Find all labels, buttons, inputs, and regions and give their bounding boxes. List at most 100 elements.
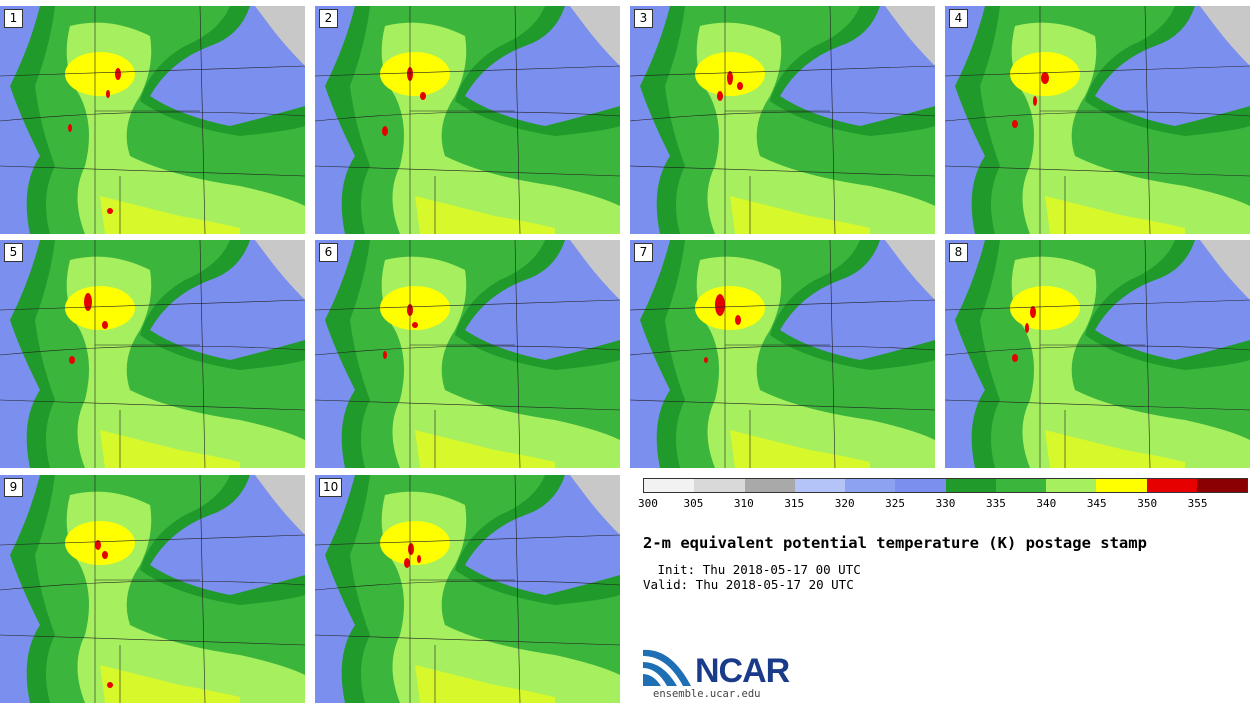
ncar-logo-swoosh-icon [643,649,691,686]
theta-e-core [380,286,450,330]
high-theta-e-spot [420,92,426,100]
high-theta-e-spot [404,558,410,568]
boundaries [0,475,305,703]
theta-e-core [65,52,135,96]
colorbar-tick-label: 310 [733,497,754,510]
high-theta-e-spot [704,357,708,363]
high-theta-e-spot [408,543,414,555]
high-theta-e-spot [107,208,113,214]
colorbar-tick-label: 320 [834,497,855,510]
member-panel-8: 8 [945,240,1250,468]
colorbar-tick-label: 350 [1137,497,1158,510]
boundaries [0,240,305,468]
high-theta-e-spot [1012,354,1018,362]
member-map [0,475,305,703]
member-map [945,6,1250,234]
boundaries [315,475,620,703]
valid-time: Valid: Thu 2018-05-17 20 UTC [643,577,854,592]
cool-region [570,6,620,66]
init-time: Init: Thu 2018-05-17 00 UTC [650,562,861,577]
cool-region [255,475,305,535]
colorbar-swatch [694,479,745,492]
high-theta-e-spot [115,68,121,80]
high-theta-e-spot [95,540,101,550]
colorbar-ticks: 300 305 310 315 320 325 330 335 340 345 350 355 [638,497,1248,513]
member-panel-4: 4 [945,6,1250,234]
colorbar [643,478,1248,493]
member-panel-10: 10 [315,475,620,703]
high-theta-e-spot [106,90,110,98]
theta-e-core [380,52,450,96]
cool-region [255,6,305,66]
colorbar-tick-label: 355 [1187,497,1208,510]
member-number: 2 [319,9,338,28]
high-theta-e-spot [1012,120,1018,128]
cool-region [1200,6,1250,66]
colorbar-tick-label: 345 [1086,497,1107,510]
colorbar-tick-label: 325 [885,497,906,510]
colorbar-swatch [995,479,1046,492]
cool-region [570,475,620,535]
high-theta-e-spot [1033,96,1037,106]
member-panel-2: 2 [315,6,620,234]
member-number: 8 [949,243,968,262]
theta-e-core [65,286,135,330]
colorbar-swatch [1096,479,1147,492]
member-panel-3: 3 [630,6,935,234]
member-number: 9 [4,478,23,497]
high-theta-e-spot [84,293,92,311]
high-theta-e-spot [107,682,113,688]
cool-region [885,6,935,66]
member-panel-6: 6 [315,240,620,468]
member-number: 10 [319,478,343,497]
colorbar-swatch [945,479,996,492]
member-panel-5: 5 [0,240,305,468]
colorbar-tick-label: 300 [638,497,658,510]
cool-region [885,240,935,300]
high-theta-e-spot [102,321,108,329]
high-theta-e-spot [102,551,108,559]
colorbar-tick-label: 335 [985,497,1006,510]
boundaries [945,240,1250,468]
member-number: 1 [4,9,23,28]
member-number: 3 [634,9,653,28]
colorbar-swatch [794,479,845,492]
member-number: 5 [4,243,23,262]
colorbar-tick-label: 340 [1036,497,1057,510]
member-map [630,240,935,468]
cool-region [570,240,620,300]
high-theta-e-spot [735,315,741,325]
colorbar-swatch [1196,479,1247,492]
colorbar-tick-label: 305 [683,497,704,510]
theta-e-core [695,286,765,330]
high-theta-e-spot [1025,323,1029,333]
colorbar-swatch [845,479,896,492]
colorbar-swatch [1146,479,1197,492]
high-theta-e-spot [382,126,388,136]
member-panel-7: 7 [630,240,935,468]
boundaries [945,6,1250,234]
boundaries [315,6,620,234]
colorbar-tick-label: 330 [935,497,956,510]
member-map [630,6,935,234]
member-map [315,240,620,468]
high-theta-e-spot [1041,72,1049,84]
theta-e-core [380,521,450,565]
boundaries [315,240,620,468]
high-theta-e-spot [737,82,743,90]
high-theta-e-spot [727,71,733,85]
member-map [315,475,620,703]
member-number: 7 [634,243,653,262]
member-panel-9: 9 [0,475,305,703]
member-map [945,240,1250,468]
cool-region [255,240,305,300]
colorbar-swatch [895,479,946,492]
member-map [0,6,305,234]
boundaries [630,6,935,234]
member-panel-1: 1 [0,6,305,234]
high-theta-e-spot [68,124,72,132]
logo-url: ensemble.ucar.edu [653,688,761,700]
cool-region [1200,240,1250,300]
boundaries [630,240,935,468]
colorbar-swatch [644,479,695,492]
